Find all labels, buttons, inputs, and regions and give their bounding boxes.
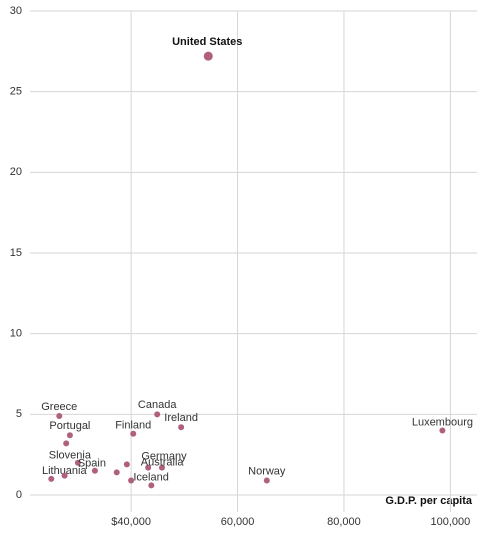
point <box>123 461 130 468</box>
point-label: United States <box>172 36 242 48</box>
point-label: Iceland <box>133 471 168 483</box>
point-label: Slovenia <box>49 450 92 462</box>
point <box>145 464 152 471</box>
point-label: Ireland <box>164 412 198 424</box>
y-tick-label: 15 <box>10 247 22 259</box>
point <box>91 467 98 474</box>
point-label: Portugal <box>49 420 90 432</box>
point <box>128 477 135 484</box>
point <box>113 469 120 476</box>
x-axis-title: G.D.P. per capita <box>385 495 472 507</box>
y-tick-label: 30 <box>10 5 22 17</box>
point <box>263 477 270 484</box>
point-label: Australia <box>141 456 185 468</box>
point <box>48 475 55 482</box>
point-label: Spain <box>78 458 106 470</box>
point <box>178 424 185 431</box>
y-tick-label: 5 <box>16 408 22 420</box>
x-tick-label: 60,000 <box>221 516 255 528</box>
point <box>63 440 70 447</box>
x-tick-label: 80,000 <box>327 516 361 528</box>
y-tick-label: 10 <box>10 328 22 340</box>
point <box>61 472 68 479</box>
point-label: Luxembourg <box>412 416 473 428</box>
point-label: Norway <box>248 465 286 477</box>
point-label: Germany <box>141 450 187 462</box>
point <box>74 459 81 466</box>
point <box>439 427 446 434</box>
point <box>158 464 165 471</box>
point <box>148 482 155 489</box>
y-tick-label: 0 <box>16 489 22 501</box>
y-tick-label: 25 <box>10 86 22 98</box>
x-tick-label: $40,000 <box>111 516 151 528</box>
point <box>56 412 63 419</box>
point <box>203 51 213 61</box>
point <box>154 411 161 418</box>
point-label: Finland <box>115 420 151 432</box>
point <box>130 430 137 437</box>
point-label: Canada <box>138 399 177 411</box>
point <box>66 432 73 439</box>
point-label: Greece <box>41 401 77 413</box>
y-tick-label: 20 <box>10 166 22 178</box>
point-label: Lithuania <box>42 465 88 477</box>
x-tick-label: 100,000 <box>431 516 471 528</box>
